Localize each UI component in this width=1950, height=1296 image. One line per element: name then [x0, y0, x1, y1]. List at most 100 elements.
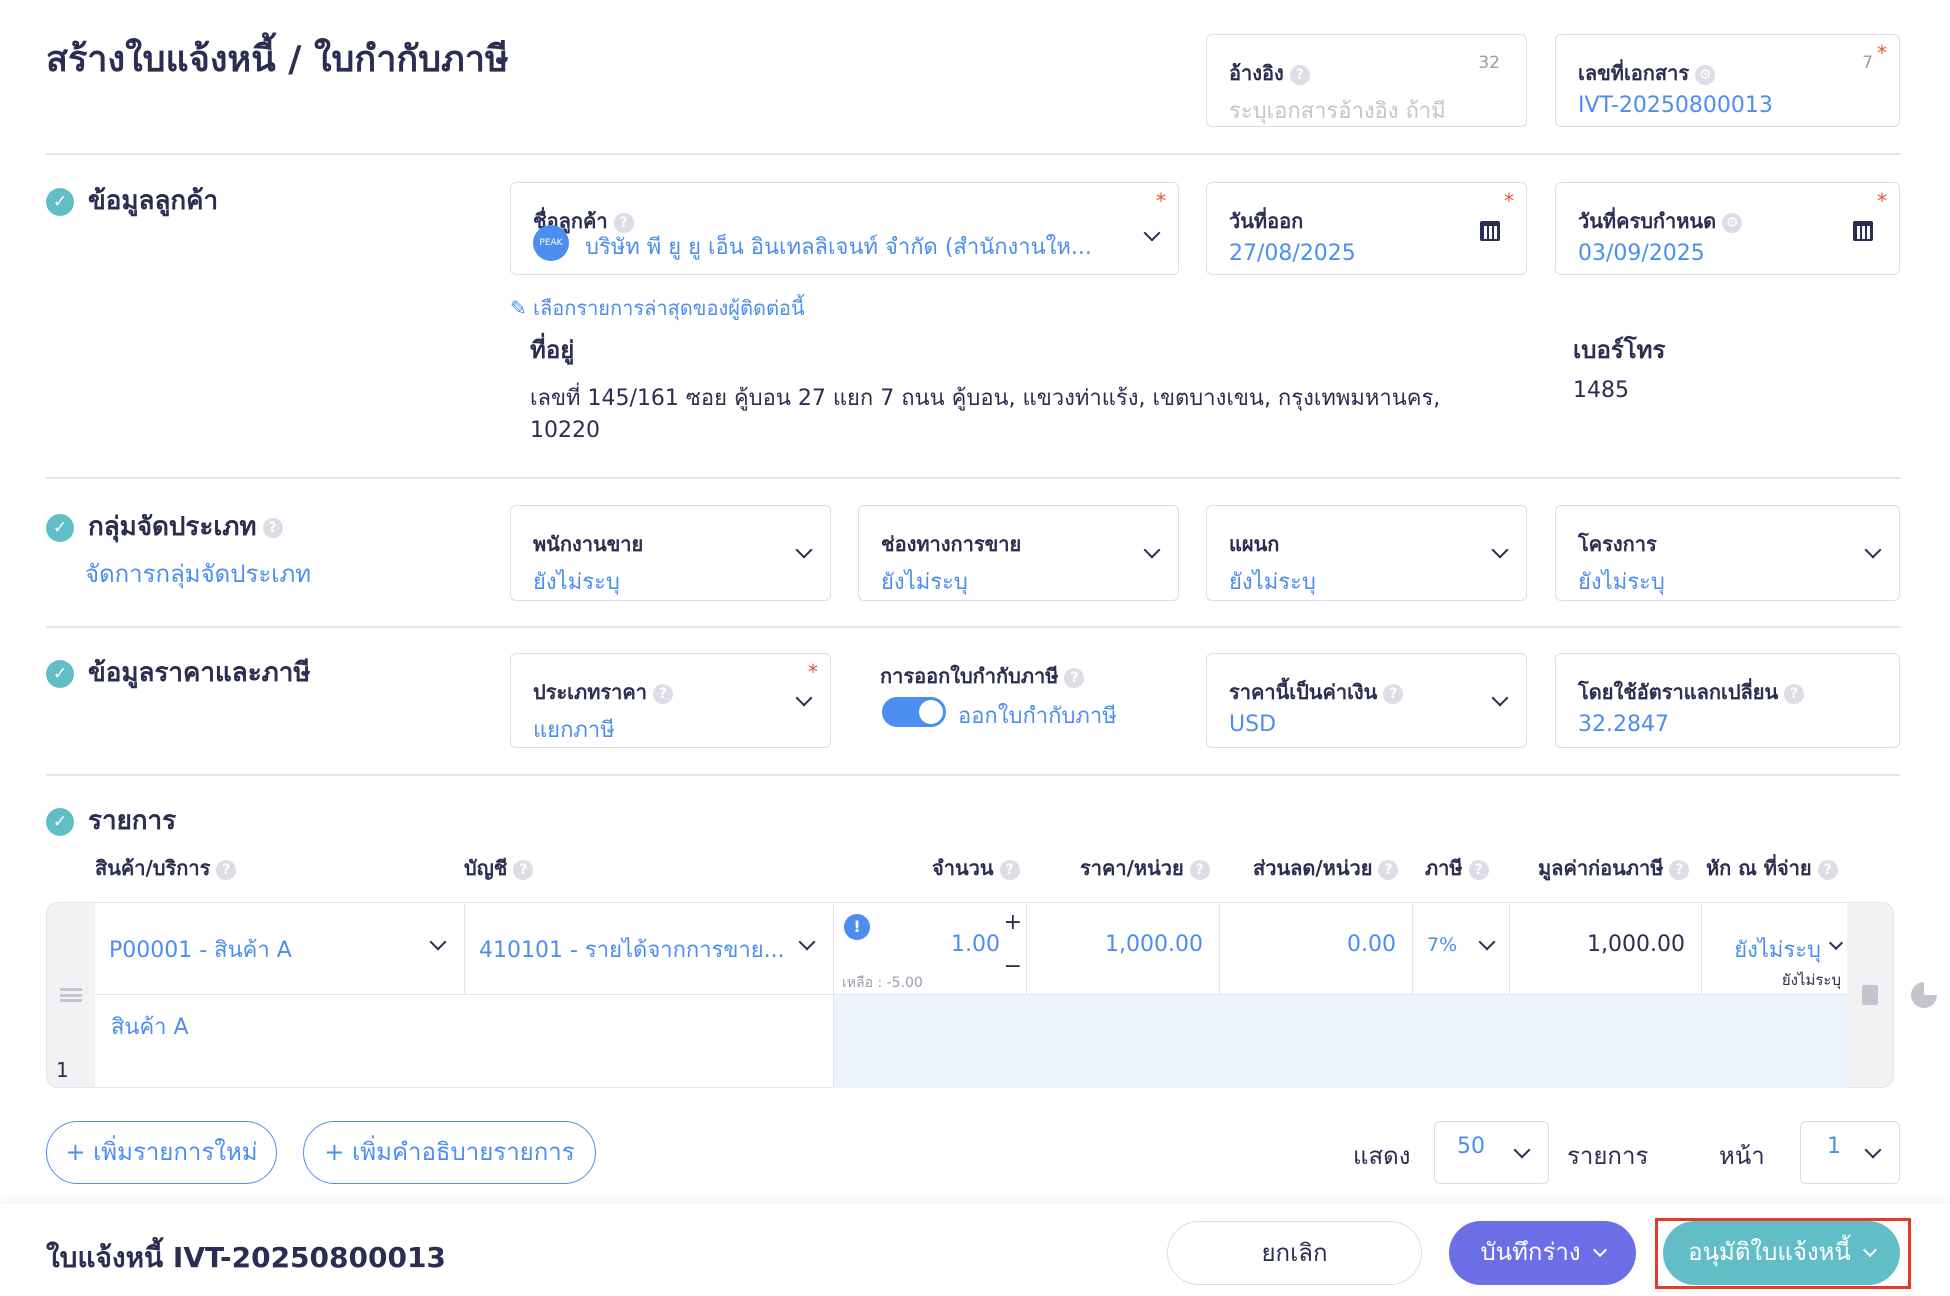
approve-invoice-button[interactable]: อนุมัติใบแจ้งหนี้ [1663, 1221, 1900, 1285]
price-field[interactable]: 1,000.00 [1026, 902, 1219, 994]
chevron-down-icon [1862, 1242, 1877, 1258]
department-select[interactable]: แผนก ยังไม่ระบุ [1206, 505, 1527, 601]
address-label: ที่อยู่ [530, 336, 575, 364]
divider [46, 774, 1900, 776]
increment-button[interactable]: + [1003, 910, 1022, 935]
wht-sub: ยังไม่ระบุ [1781, 971, 1841, 989]
field-value: ยังไม่ระบุ [1578, 570, 1665, 595]
column-header-discount: ส่วนลด/หน่วย? [1253, 852, 1399, 884]
due-date-label: วันที่ครบกำหนด [1578, 209, 1717, 233]
tax-invoice-label: การออกใบกำกับภาษี? [880, 660, 1085, 692]
trash-icon[interactable] [1862, 985, 1878, 1005]
header-text: สินค้า/บริการ [95, 856, 211, 880]
price-type-value: แยกภาษี [533, 718, 615, 743]
wht-select[interactable]: ยังไม่ระบุ ยังไม่ระบุ [1701, 902, 1847, 994]
currency-select[interactable]: ราคานี้เป็นค่าเงิน? USD [1206, 653, 1527, 748]
doc-number-counter: 7 [1862, 53, 1873, 73]
column-header-account: บัญชี? [464, 852, 534, 884]
items-section-label: รายการ [88, 806, 177, 836]
reference-field[interactable]: อ้างอิง? 32 ระบุเอกสารอ้างอิง ถ้ามี [1206, 34, 1527, 127]
product-select[interactable]: P00001 - สินค้า A [95, 902, 464, 994]
chevron-down-icon [795, 689, 813, 707]
calendar-icon[interactable] [1480, 221, 1500, 241]
tax-select[interactable]: 7% [1412, 902, 1509, 994]
help-icon: ? [513, 859, 534, 880]
sales-channel-select[interactable]: ช่องทางการขาย ยังไม่ระบุ [858, 505, 1179, 601]
help-icon: ? [999, 859, 1020, 880]
issue-date-input[interactable]: 27/08/2025 [1229, 241, 1356, 266]
check-icon: ✓ [46, 659, 74, 688]
help-icon: ? [1468, 859, 1489, 880]
chevron-down-icon [795, 541, 813, 559]
add-item-button[interactable]: + เพิ่มรายการใหม่ [46, 1121, 277, 1184]
qty-field[interactable]: ! 1.00 + − เหลือ : -5.00 [833, 902, 1026, 994]
account-select[interactable]: 410101 - รายได้จากการขาย... [464, 902, 833, 994]
field-label: ช่องทางการขาย [881, 532, 1022, 556]
issue-date-field[interactable]: วันที่ออก * 27/08/2025 [1206, 182, 1527, 275]
decrement-button[interactable]: − [1003, 954, 1022, 979]
doc-number-label: เลขที่เอกสาร [1578, 61, 1690, 85]
warning-icon: ! [844, 914, 870, 940]
save-draft-button[interactable]: บันทึกร่าง [1449, 1221, 1636, 1285]
add-description-button[interactable]: + เพิ่มคำอธิบายรายการ [303, 1121, 596, 1184]
due-date-input[interactable]: 03/09/2025 [1578, 241, 1705, 266]
check-icon: ✓ [46, 513, 74, 542]
rate-input[interactable]: 32.2847 [1578, 712, 1669, 737]
project-select[interactable]: โครงการ ยังไม่ระบุ [1555, 505, 1900, 601]
page-label: หน้า [1719, 1142, 1765, 1170]
customer-section-title: ✓ ข้อมูลลูกค้า [46, 180, 218, 221]
cancel-button[interactable]: ยกเลิก [1167, 1221, 1422, 1285]
price-value[interactable]: 1,000.00 [1105, 932, 1203, 957]
tax-invoice-toggle[interactable] [882, 697, 946, 727]
help-icon: ? [216, 859, 237, 880]
pie-chart-icon[interactable] [1911, 982, 1937, 1008]
issue-date-label: วันที่ออก [1229, 209, 1304, 233]
manage-group-link[interactable]: จัดการกลุ่มจัดประเภท [85, 560, 312, 588]
pretax-field: 1,000.00 [1509, 902, 1701, 994]
chevron-down-icon [1143, 224, 1161, 242]
description-field[interactable]: สินค้า A [95, 994, 833, 1088]
divider [46, 153, 1900, 155]
qty-value[interactable]: 1.00 [951, 932, 1000, 957]
exchange-rate-field[interactable]: โดยใช้อัตราแลกเปลี่ยน? 32.2847 [1555, 653, 1900, 748]
header-text: จำนวน [932, 856, 994, 880]
customer-avatar: PEAK [533, 225, 569, 261]
gear-icon[interactable]: ⚙ [1695, 64, 1716, 85]
address-line1: เลขที่ 145/161 ซอย คู้บอน 27 แยก 7 ถนน ค… [530, 386, 1441, 411]
check-icon: ✓ [46, 187, 74, 216]
magic-wand-icon: ✎ [510, 296, 534, 320]
chevron-down-icon [1864, 1141, 1882, 1159]
header-text: บัญชี [464, 856, 508, 880]
group-section-label: กลุ่มจัดประเภท [88, 512, 257, 542]
footer-doc-title: ใบแจ้งหนี้ IVT-20250800013 [46, 1241, 446, 1274]
doc-number-input[interactable]: IVT-20250800013 [1578, 93, 1773, 118]
page-select[interactable]: 1 [1800, 1121, 1900, 1184]
customer-select[interactable]: ชื่อลูกค้า? * PEAK บริษัท พี ยู ยู เอ็น … [510, 182, 1179, 275]
required-icon: * [1877, 41, 1887, 65]
price-type-select[interactable]: ประเภทราคา? * แยกภาษี [510, 653, 831, 748]
description-value[interactable]: สินค้า A [111, 1015, 189, 1040]
help-icon: ? [1817, 859, 1838, 880]
recent-items-link[interactable]: ✎ เลือกรายการล่าสุดของผู้ติดต่อนี้ [510, 296, 805, 320]
help-icon: ? [1378, 859, 1399, 880]
divider [46, 477, 1900, 479]
due-date-field[interactable]: วันที่ครบกำหนด ⚙ * 03/09/2025 [1555, 182, 1900, 275]
chevron-down-icon [1828, 935, 1844, 951]
drag-handle-icon[interactable] [60, 988, 82, 1002]
help-icon: ? [1383, 683, 1404, 704]
row-index: 1 [56, 1058, 69, 1082]
chevron-down-icon [1491, 541, 1509, 559]
page-size-select[interactable]: 50 [1434, 1121, 1549, 1184]
doc-number-field[interactable]: เลขที่เอกสาร ⚙ 7 * IVT-20250800013 [1555, 34, 1900, 127]
column-header-tax: ภาษี? [1425, 852, 1489, 884]
discount-value[interactable]: 0.00 [1347, 932, 1396, 957]
reference-input[interactable]: ระบุเอกสารอ้างอิง ถ้ามี [1229, 99, 1446, 124]
show-label: แสดง [1353, 1142, 1411, 1170]
salesperson-select[interactable]: พนักงานขาย ยังไม่ระบุ [510, 505, 831, 601]
column-header-product: สินค้า/บริการ? [95, 852, 237, 884]
gear-icon[interactable]: ⚙ [1722, 212, 1743, 233]
required-icon: * [808, 660, 818, 684]
calendar-icon[interactable] [1853, 221, 1873, 241]
price-section-title: ✓ ข้อมูลราคาและภาษี [46, 652, 311, 693]
discount-field[interactable]: 0.00 [1219, 902, 1412, 994]
